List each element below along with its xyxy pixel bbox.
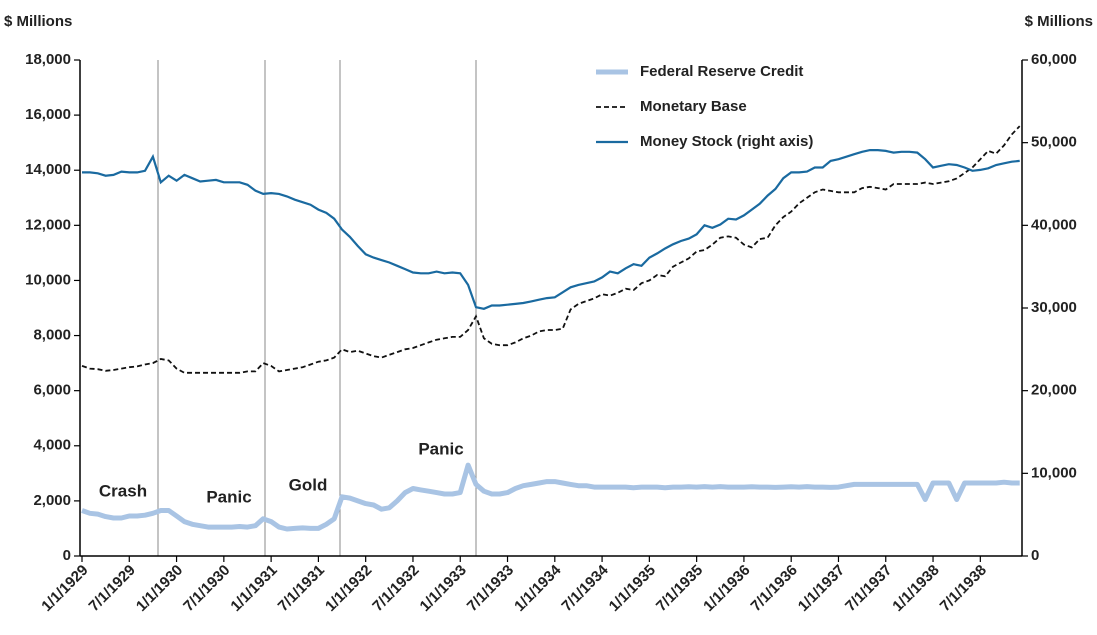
series-line xyxy=(81,462,1020,532)
y-tick-label: 6,000 xyxy=(33,382,71,399)
y-tick-label: 10,000 xyxy=(25,271,71,288)
y-tick-label: 2,000 xyxy=(33,492,71,509)
x-tick-label: 1/1/1937 xyxy=(795,562,848,615)
x-tick-label: 1/1/1932 xyxy=(322,562,375,615)
legend-label: Monetary Base xyxy=(640,98,747,115)
y-axis-label: $ Millions xyxy=(4,13,72,30)
y-tick-label: 8,000 xyxy=(33,327,71,344)
x-tick-label: 1/1/1935 xyxy=(606,562,659,615)
y2-tick-label: 50,000 xyxy=(1031,134,1077,151)
y2-tick-label: 40,000 xyxy=(1031,216,1077,233)
y-tick-label: 14,000 xyxy=(25,161,71,178)
x-tick-label: 7/1/1933 xyxy=(464,562,517,615)
y2-tick-label: 30,000 xyxy=(1031,299,1077,316)
series-line xyxy=(82,149,1020,310)
x-tick-label: 7/1/1938 xyxy=(937,562,990,615)
x-tick-label: 1/1/1930 xyxy=(133,562,186,615)
y-tick-label: 0 xyxy=(63,547,71,564)
y2-axis-label: $ Millions xyxy=(1025,13,1093,30)
y-tick-label: 16,000 xyxy=(25,106,71,123)
x-tick-label: 7/1/1936 xyxy=(748,562,801,615)
x-tick-label: 1/1/1931 xyxy=(227,562,280,615)
series-line xyxy=(81,125,1021,374)
x-tick-label: 7/1/1930 xyxy=(180,562,233,615)
x-tick-label: 1/1/1938 xyxy=(889,562,942,615)
y-tick-label: 18,000 xyxy=(25,51,71,68)
annotation: Gold xyxy=(289,475,328,494)
y-tick-label: 4,000 xyxy=(33,437,71,454)
x-tick-label: 1/1/1934 xyxy=(511,561,565,615)
y2-tick-label: 0 xyxy=(1031,547,1039,564)
x-tick-label: 1/1/1929 xyxy=(38,562,91,615)
x-tick-label: 1/1/1936 xyxy=(700,562,753,615)
annotation: Panic xyxy=(418,439,463,458)
x-tick-label: 7/1/1931 xyxy=(275,562,328,615)
y2-tick-label: 10,000 xyxy=(1031,464,1077,481)
legend-label: Money Stock (right axis) xyxy=(640,133,813,150)
x-tick-label: 7/1/1929 xyxy=(86,562,139,615)
annotation: Panic xyxy=(206,487,251,506)
x-tick-label: 7/1/1937 xyxy=(842,562,895,615)
x-tick-label: 7/1/1934 xyxy=(558,561,612,615)
y2-tick-label: 60,000 xyxy=(1031,51,1077,68)
legend-label: Federal Reserve Credit xyxy=(640,63,803,80)
y2-tick-label: 20,000 xyxy=(1031,382,1077,399)
y-tick-label: 12,000 xyxy=(25,216,71,233)
annotation: Crash xyxy=(99,481,147,500)
x-tick-label: 7/1/1935 xyxy=(653,562,706,615)
x-tick-label: 7/1/1932 xyxy=(369,562,422,615)
x-tick-label: 1/1/1933 xyxy=(417,562,470,615)
